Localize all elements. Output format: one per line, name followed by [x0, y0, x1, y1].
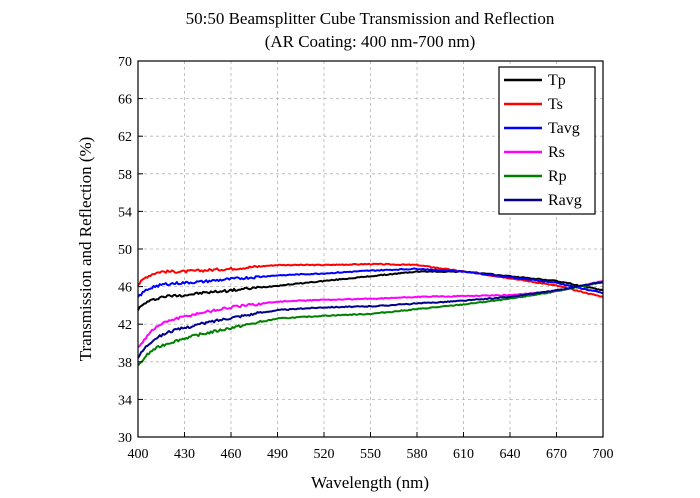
axis-ticks: 400 430 460 490 520 550 580 610 640 670 700 30 34 38 4… [118, 55, 614, 462]
y-tick-label: 58 [118, 168, 132, 183]
y-tick-label: 66 [118, 93, 132, 108]
x-tick-label: 520 [314, 447, 335, 462]
y-tick-label: 70 [118, 55, 132, 70]
y-tick-label: 62 [118, 130, 132, 145]
legend-box [498, 66, 596, 215]
legend: Tp Ts Tavg Rs Rp Ravg [498, 66, 596, 215]
chart-subtitle: (AR Coating: 400 nm-700 nm) [265, 32, 476, 51]
series-line-rp [137, 280, 604, 366]
x-tick-label: 400 [128, 447, 149, 462]
x-tick-label: 640 [500, 447, 521, 462]
series-line-tavg [137, 267, 604, 298]
x-axis-label: Wavelength (nm) [311, 473, 429, 492]
x-tick-label: 580 [407, 447, 428, 462]
y-tick-label: 46 [118, 281, 132, 296]
x-tick-label: 610 [453, 447, 474, 462]
chart-title: 50:50 Beamsplitter Cube Transmission and… [186, 9, 555, 28]
y-tick-label: 42 [118, 318, 132, 333]
legend-label-ts: Ts [548, 96, 563, 113]
y-tick-label: 50 [118, 243, 132, 258]
y-tick-label: 38 [118, 356, 132, 371]
x-tick-label: 700 [593, 447, 614, 462]
legend-label-ravg: Ravg [548, 192, 582, 209]
legend-label-tavg: Tavg [548, 120, 580, 137]
legend-label-rs: Rs [548, 144, 565, 161]
y-tick-label: 54 [118, 205, 132, 220]
y-axis-label: Transmission and Reflection (%) [76, 137, 95, 362]
x-tick-label: 490 [267, 447, 288, 462]
series-line-rs [137, 279, 604, 348]
x-tick-label: 460 [221, 447, 242, 462]
x-tick-label: 670 [546, 447, 567, 462]
legend-label-tp: Tp [548, 72, 566, 89]
x-tick-label: 430 [174, 447, 195, 462]
grid [138, 61, 603, 437]
x-tick-label: 550 [360, 447, 381, 462]
legend-label-rp: Rp [548, 168, 567, 185]
series-line-ts [137, 262, 604, 299]
series-line-ravg [137, 281, 604, 359]
y-tick-label: 30 [118, 431, 132, 446]
y-tick-label: 34 [118, 393, 132, 408]
series-lines [137, 262, 604, 366]
